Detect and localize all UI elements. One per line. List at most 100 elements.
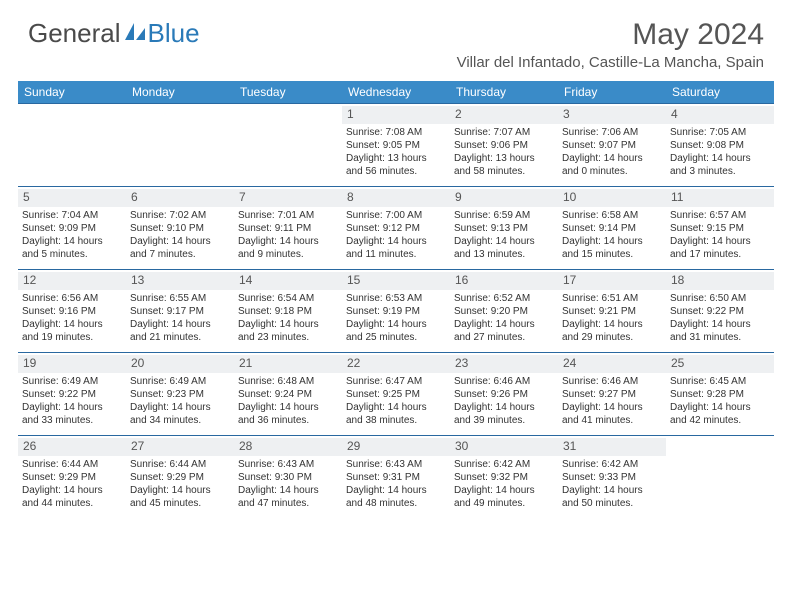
logo-text-2: Blue bbox=[148, 18, 200, 49]
sunrise-text: Sunrise: 6:42 AM bbox=[454, 458, 554, 471]
sunset-text: Sunset: 9:10 PM bbox=[130, 222, 230, 235]
day-number: 10 bbox=[558, 189, 666, 207]
day-cell: 22Sunrise: 6:47 AMSunset: 9:25 PMDayligh… bbox=[342, 353, 450, 435]
day-number: 8 bbox=[342, 189, 450, 207]
sunrise-text: Sunrise: 6:53 AM bbox=[346, 292, 446, 305]
day-number: 22 bbox=[342, 355, 450, 373]
day-cell: 28Sunrise: 6:43 AMSunset: 9:30 PMDayligh… bbox=[234, 436, 342, 518]
day-number: 17 bbox=[558, 272, 666, 290]
day-header: Monday bbox=[126, 81, 234, 103]
sunset-text: Sunset: 9:08 PM bbox=[670, 139, 770, 152]
day-cell: 3 Sunrise: 7:06 AMSunset: 9:07 PMDaylight… bbox=[558, 104, 666, 186]
day-cell: 20Sunrise: 6:49 AMSunset: 9:23 PMDayligh… bbox=[126, 353, 234, 435]
sunset-text: Sunset: 9:19 PM bbox=[346, 305, 446, 318]
sunrise-text: Sunrise: 6:45 AM bbox=[670, 375, 770, 388]
day-number: 20 bbox=[126, 355, 234, 373]
sunset-text: Sunset: 9:15 PM bbox=[670, 222, 770, 235]
day-number: 18 bbox=[666, 272, 774, 290]
sunset-text: Sunset: 9:18 PM bbox=[238, 305, 338, 318]
daylight-text: Daylight: 14 hours and 27 minutes. bbox=[454, 318, 554, 344]
daylight-text: Daylight: 14 hours and 39 minutes. bbox=[454, 401, 554, 427]
sunset-text: Sunset: 9:12 PM bbox=[346, 222, 446, 235]
month-title: May 2024 bbox=[457, 18, 764, 52]
day-cell: 2Sunrise: 7:07 AMSunset: 9:06 PMDaylight… bbox=[450, 104, 558, 186]
day-cell: 9Sunrise: 6:59 AMSunset: 9:13 PMDaylight… bbox=[450, 187, 558, 269]
day-cell: 21Sunrise: 6:48 AMSunset: 9:24 PMDayligh… bbox=[234, 353, 342, 435]
day-cell bbox=[126, 104, 234, 186]
day-number: 15 bbox=[342, 272, 450, 290]
day-number: 21 bbox=[234, 355, 342, 373]
logo-sail-icon bbox=[124, 18, 146, 49]
day-cell: 8Sunrise: 7:00 AMSunset: 9:12 PMDaylight… bbox=[342, 187, 450, 269]
sunset-text: Sunset: 9:29 PM bbox=[130, 471, 230, 484]
day-number: 3 bbox=[558, 106, 666, 124]
logo: General Blue bbox=[28, 18, 200, 49]
sunrise-text: Sunrise: 7:06 AM bbox=[562, 126, 662, 139]
daylight-text: Daylight: 14 hours and 45 minutes. bbox=[130, 484, 230, 510]
sunset-text: Sunset: 9:05 PM bbox=[346, 139, 446, 152]
day-cell: 24Sunrise: 6:46 AMSunset: 9:27 PMDayligh… bbox=[558, 353, 666, 435]
day-number: 24 bbox=[558, 355, 666, 373]
day-header: Thursday bbox=[450, 81, 558, 103]
sunset-text: Sunset: 9:22 PM bbox=[670, 305, 770, 318]
sunrise-text: Sunrise: 6:49 AM bbox=[130, 375, 230, 388]
daylight-text: Daylight: 13 hours and 58 minutes. bbox=[454, 152, 554, 178]
daylight-text: Daylight: 14 hours and 31 minutes. bbox=[670, 318, 770, 344]
daylight-text: Daylight: 14 hours and 36 minutes. bbox=[238, 401, 338, 427]
daylight-text: Daylight: 14 hours and 5 minutes. bbox=[22, 235, 122, 261]
daylight-text: Daylight: 14 hours and 42 minutes. bbox=[670, 401, 770, 427]
sunset-text: Sunset: 9:31 PM bbox=[346, 471, 446, 484]
daylight-text: Daylight: 14 hours and 23 minutes. bbox=[238, 318, 338, 344]
sunrise-text: Sunrise: 6:57 AM bbox=[670, 209, 770, 222]
day-cell: 29Sunrise: 6:43 AMSunset: 9:31 PMDayligh… bbox=[342, 436, 450, 518]
daylight-text: Daylight: 14 hours and 7 minutes. bbox=[130, 235, 230, 261]
day-number bbox=[234, 106, 342, 122]
sunset-text: Sunset: 9:26 PM bbox=[454, 388, 554, 401]
sunset-text: Sunset: 9:21 PM bbox=[562, 305, 662, 318]
day-number bbox=[666, 438, 774, 454]
daylight-text: Daylight: 14 hours and 9 minutes. bbox=[238, 235, 338, 261]
sunset-text: Sunset: 9:25 PM bbox=[346, 388, 446, 401]
day-number: 11 bbox=[666, 189, 774, 207]
day-cell: 14Sunrise: 6:54 AMSunset: 9:18 PMDayligh… bbox=[234, 270, 342, 352]
daylight-text: Daylight: 14 hours and 0 minutes. bbox=[562, 152, 662, 178]
sunrise-text: Sunrise: 6:58 AM bbox=[562, 209, 662, 222]
daylight-text: Daylight: 14 hours and 25 minutes. bbox=[346, 318, 446, 344]
day-number bbox=[18, 106, 126, 122]
sunset-text: Sunset: 9:16 PM bbox=[22, 305, 122, 318]
day-header: Friday bbox=[558, 81, 666, 103]
day-cell: 11Sunrise: 6:57 AMSunset: 9:15 PMDayligh… bbox=[666, 187, 774, 269]
day-cell: 13Sunrise: 6:55 AMSunset: 9:17 PMDayligh… bbox=[126, 270, 234, 352]
sunset-text: Sunset: 9:06 PM bbox=[454, 139, 554, 152]
sunset-text: Sunset: 9:07 PM bbox=[562, 139, 662, 152]
sunset-text: Sunset: 9:14 PM bbox=[562, 222, 662, 235]
week-row: 19Sunrise: 6:49 AMSunset: 9:22 PMDayligh… bbox=[18, 352, 774, 435]
day-number: 12 bbox=[18, 272, 126, 290]
daylight-text: Daylight: 14 hours and 15 minutes. bbox=[562, 235, 662, 261]
day-header: Wednesday bbox=[342, 81, 450, 103]
day-number: 27 bbox=[126, 438, 234, 456]
day-cell: 17Sunrise: 6:51 AMSunset: 9:21 PMDayligh… bbox=[558, 270, 666, 352]
logo-text-1: General bbox=[28, 18, 121, 49]
day-number: 5 bbox=[18, 189, 126, 207]
sunrise-text: Sunrise: 6:44 AM bbox=[22, 458, 122, 471]
day-number: 25 bbox=[666, 355, 774, 373]
day-number: 31 bbox=[558, 438, 666, 456]
sunrise-text: Sunrise: 6:59 AM bbox=[454, 209, 554, 222]
daylight-text: Daylight: 14 hours and 44 minutes. bbox=[22, 484, 122, 510]
sunrise-text: Sunrise: 6:50 AM bbox=[670, 292, 770, 305]
sunset-text: Sunset: 9:23 PM bbox=[130, 388, 230, 401]
day-cell: 5Sunrise: 7:04 AMSunset: 9:09 PMDaylight… bbox=[18, 187, 126, 269]
daylight-text: Daylight: 14 hours and 19 minutes. bbox=[22, 318, 122, 344]
day-header: Sunday bbox=[18, 81, 126, 103]
daylight-text: Daylight: 14 hours and 11 minutes. bbox=[346, 235, 446, 261]
day-number: 26 bbox=[18, 438, 126, 456]
daylight-text: Daylight: 13 hours and 56 minutes. bbox=[346, 152, 446, 178]
day-number: 19 bbox=[18, 355, 126, 373]
day-cell bbox=[666, 436, 774, 518]
day-cell: 16Sunrise: 6:52 AMSunset: 9:20 PMDayligh… bbox=[450, 270, 558, 352]
sunrise-text: Sunrise: 6:48 AM bbox=[238, 375, 338, 388]
sunset-text: Sunset: 9:30 PM bbox=[238, 471, 338, 484]
day-header: Tuesday bbox=[234, 81, 342, 103]
day-number: 6 bbox=[126, 189, 234, 207]
